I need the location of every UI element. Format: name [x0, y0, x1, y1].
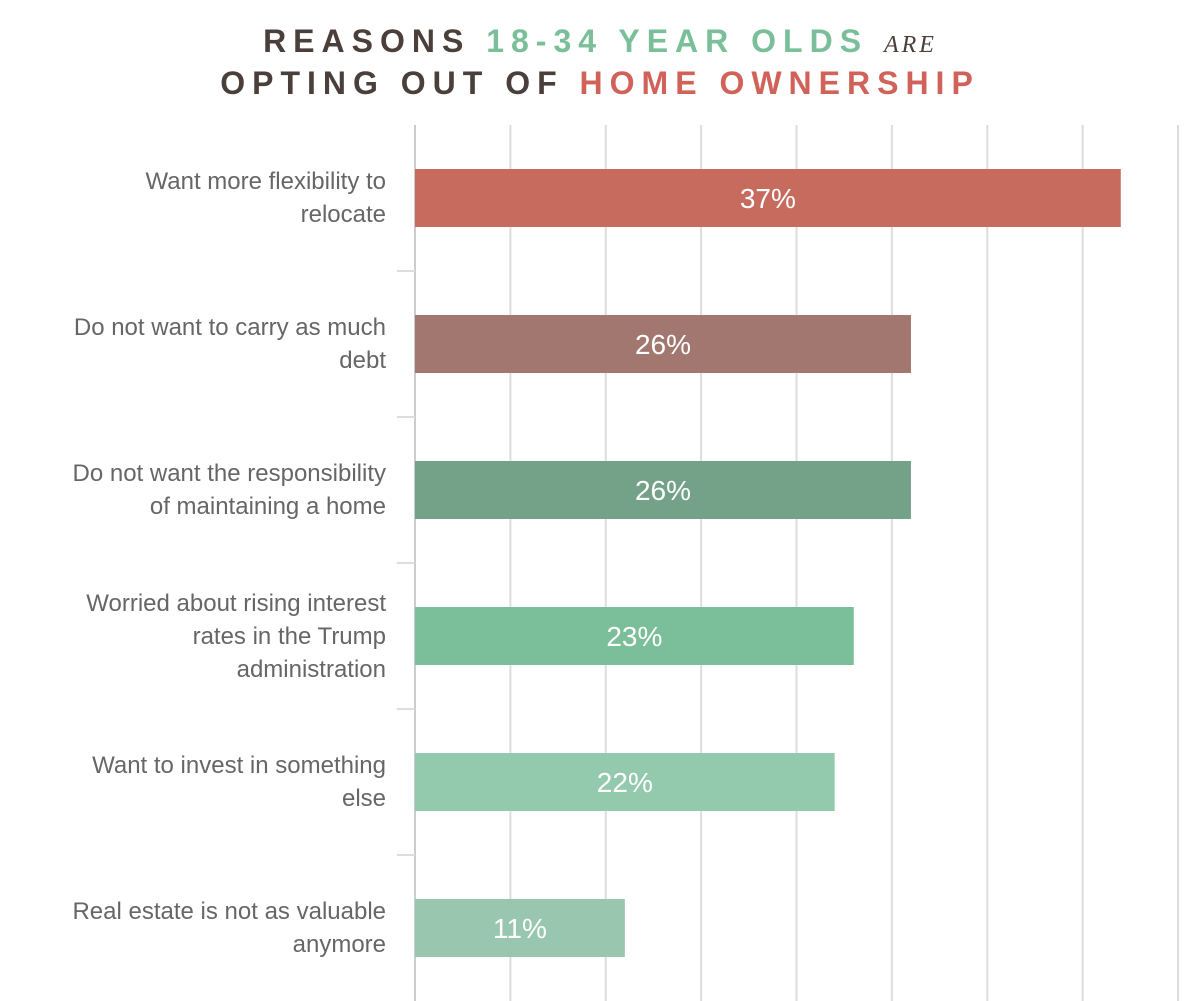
- category-label: Real estate is not as valuable anymore: [72, 898, 386, 958]
- value-label: 11%: [493, 913, 547, 944]
- value-label: 23%: [606, 621, 662, 652]
- category-label: Want more flexibility to relocate: [145, 168, 386, 228]
- value-label: 26%: [635, 329, 691, 360]
- chart-title: REASONS 18-34 YEAR OLDS ARE: [263, 23, 937, 59]
- title-part: REASONS: [263, 23, 470, 59]
- category-label: Want to invest in something else: [92, 752, 386, 812]
- title-part: HOME OWNERSHIP: [580, 65, 980, 101]
- title-part: ARE: [882, 32, 937, 58]
- title-part: 18-34 YEAR OLDS: [486, 23, 868, 59]
- bar: [415, 315, 911, 373]
- bar: [415, 607, 854, 665]
- category-label: Do not want the responsibility of mainta…: [72, 460, 387, 520]
- bar: [415, 899, 625, 957]
- bar: [415, 753, 835, 811]
- bar: [415, 169, 1121, 227]
- bar: [415, 461, 911, 519]
- category-label: Worried about rising interest rates in t…: [86, 589, 386, 683]
- title-part: OPTING OUT OF: [220, 65, 563, 101]
- chart-title: OPTING OUT OF HOME OWNERSHIP: [220, 65, 980, 101]
- value-label: 26%: [635, 475, 691, 506]
- value-label: 37%: [740, 183, 796, 214]
- category-label: Do not want to carry as much debt: [73, 314, 386, 374]
- value-label: 22%: [597, 767, 653, 798]
